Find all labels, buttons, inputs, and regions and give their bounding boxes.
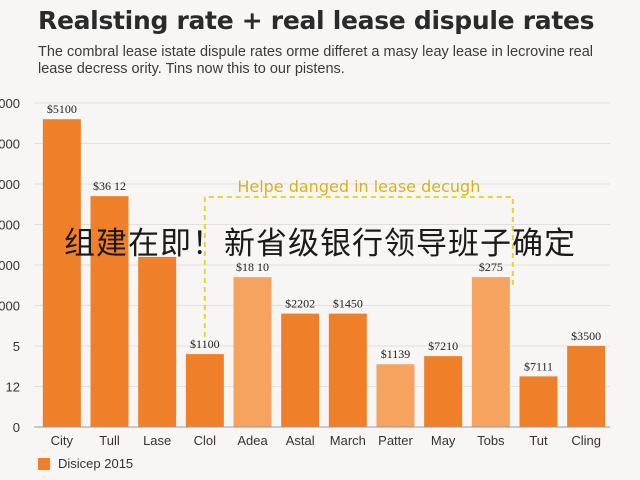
x-tick-label: City xyxy=(51,433,74,448)
bar xyxy=(376,364,415,427)
bar xyxy=(424,356,463,427)
x-tick-label: Tut xyxy=(529,433,548,448)
data-label: $3500 xyxy=(571,329,601,343)
bar xyxy=(519,376,558,427)
y-tick-label: 000 xyxy=(0,96,20,111)
y-tick-label: 000 xyxy=(0,299,20,314)
bar xyxy=(281,313,320,427)
data-label: $36 12 xyxy=(93,179,126,193)
chart-legend: Disicep 2015 xyxy=(38,456,133,471)
y-tick-label: 12 xyxy=(6,380,20,395)
y-tick-label: 000 xyxy=(0,258,20,273)
annotation-label: Helpe danged in lease decugh xyxy=(237,177,480,196)
bar xyxy=(138,256,177,427)
x-tick-label: Cling xyxy=(571,433,601,448)
bar xyxy=(233,277,272,427)
bar xyxy=(90,196,129,427)
x-tick-label: Astal xyxy=(286,433,315,448)
x-tick-label: Clol xyxy=(194,433,217,448)
data-label: $5100 xyxy=(47,102,77,116)
overlay-caption: 组建在即！新省级银行领导班子确定 xyxy=(64,226,576,262)
chart-subtitle: The combral lease istate dispule rates o… xyxy=(38,44,594,77)
bar xyxy=(42,119,81,427)
y-tick-label: 000 xyxy=(0,137,20,152)
y-tick-label: 000 xyxy=(0,177,20,192)
legend-swatch xyxy=(38,457,50,470)
x-tick-label: Patter xyxy=(378,433,413,448)
data-label: $275 xyxy=(479,260,503,274)
data-label: $7210 xyxy=(428,339,458,353)
x-tick-label: Tull xyxy=(99,433,120,448)
x-tick-label: Lase xyxy=(143,433,171,448)
data-label: $1100 xyxy=(190,337,220,351)
y-tick-label: 5 xyxy=(13,339,20,354)
data-label: $1450 xyxy=(333,297,363,311)
legend-label: Disicep 2015 xyxy=(58,456,134,471)
data-label: $18 10 xyxy=(236,260,269,274)
data-label: $2202 xyxy=(285,297,315,311)
data-label: $1139 xyxy=(381,347,411,361)
y-tick-label: 0 xyxy=(13,420,20,435)
y-tick-label: 000 xyxy=(0,218,20,233)
bar xyxy=(471,277,510,427)
x-tick-label: Adea xyxy=(237,433,268,448)
bar xyxy=(567,346,606,427)
x-tick-label: March xyxy=(330,433,366,448)
x-tick-label: Tobs xyxy=(477,433,505,448)
bar xyxy=(185,354,224,427)
bar xyxy=(328,313,367,427)
chart-title: Realsting rate + real lease dispule rate… xyxy=(38,6,595,35)
data-label: $7111 xyxy=(524,359,553,373)
x-tick-label: May xyxy=(431,433,456,448)
